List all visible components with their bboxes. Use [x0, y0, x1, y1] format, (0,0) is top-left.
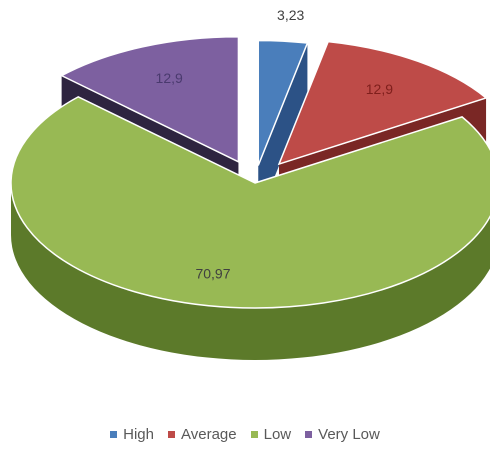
slice-wall-high	[258, 43, 308, 218]
legend-item-low: Low	[250, 426, 292, 443]
slice-tops	[10, 36, 490, 309]
data-label-high: 3,23	[277, 7, 304, 23]
legend-swatch	[305, 431, 313, 438]
legend-swatch	[110, 431, 118, 438]
legend-label: Low	[263, 426, 292, 443]
legend-swatch	[168, 431, 175, 438]
legend: High Average Low Very Low	[0, 426, 490, 443]
slice-side-low	[11, 183, 490, 360]
pie-chart: 3,23 12,9 70,97 12,9	[10, 7, 490, 360]
legend-item-very-low: Very Low	[305, 426, 380, 443]
data-labels: 3,23 12,9 70,97 12,9	[156, 7, 394, 282]
slice-average	[277, 40, 488, 166]
legend-label: High	[123, 426, 154, 443]
data-label-very-low: 12,9	[156, 70, 183, 86]
legend-item-high: High	[110, 426, 154, 443]
legend-label: Average	[181, 426, 237, 443]
slice-very-low	[59, 36, 240, 163]
legend-swatch	[250, 431, 258, 438]
slice-low	[10, 96, 490, 309]
legend-label: Very Low	[318, 426, 380, 443]
data-label-average: 12,9	[366, 81, 393, 97]
slice-high	[257, 39, 309, 166]
data-label-low: 70,97	[195, 266, 230, 282]
legend-item-average: Average	[168, 426, 237, 443]
